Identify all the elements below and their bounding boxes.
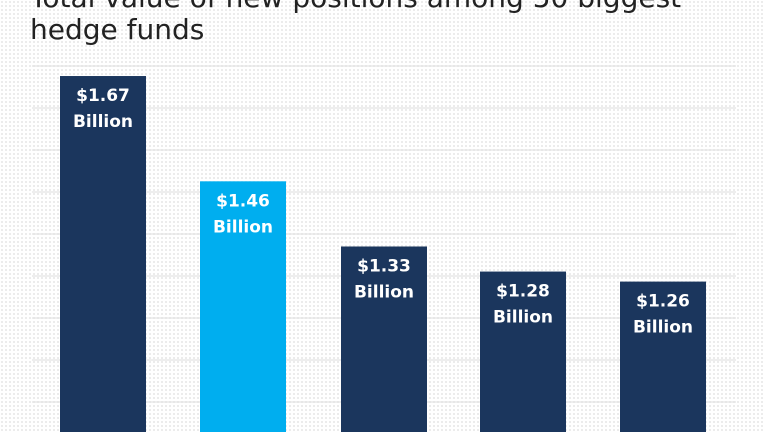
bar-1-unit-label: Billion xyxy=(73,112,133,132)
bar-4 xyxy=(480,271,566,432)
bar-2 xyxy=(200,181,286,432)
bar-1 xyxy=(60,76,146,432)
bar-2-unit-label: Billion xyxy=(213,217,273,237)
chart-title-line-2: hedge funds xyxy=(30,13,205,46)
bar-4-value-label: $1.28 xyxy=(496,282,550,302)
bar-2-value-label: $1.46 xyxy=(216,191,270,211)
bar-5 xyxy=(620,281,706,432)
bar-5-unit-label: Billion xyxy=(633,318,693,338)
bar-value-labels: $1.67 Billion $1.46 Billion $1.33 Billion $1.2… xyxy=(73,86,693,338)
bar-3 xyxy=(341,246,427,432)
bar-3-value-label: $1.33 xyxy=(357,256,411,276)
chart-title: Total value of new positions among 50 bi… xyxy=(30,0,750,46)
bar-3-unit-label: Billion xyxy=(354,282,414,302)
bar-1-value-label: $1.67 xyxy=(76,86,130,106)
bar-5-value-label: $1.26 xyxy=(636,292,690,312)
bars xyxy=(60,76,706,432)
bar-4-unit-label: Billion xyxy=(493,308,553,328)
chart-title-line-1: Total value of new positions among 50 bi… xyxy=(30,0,750,14)
